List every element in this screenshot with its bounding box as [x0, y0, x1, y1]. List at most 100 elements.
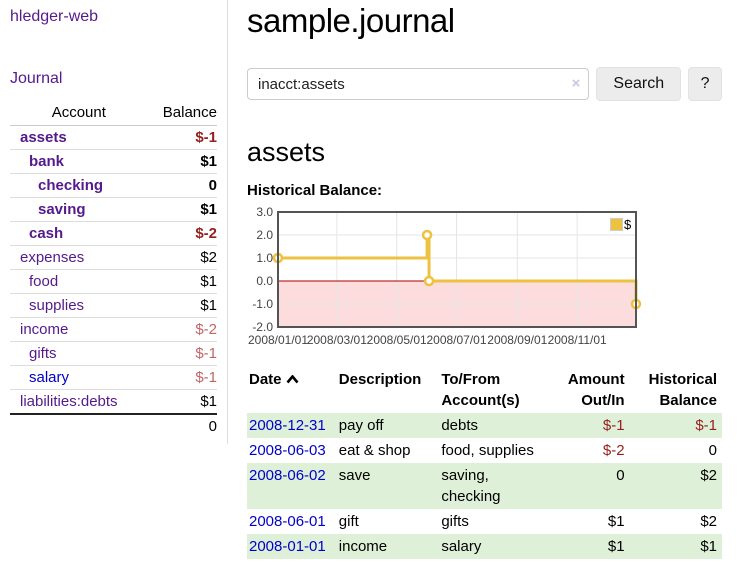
transaction-accounts: gifts [441, 513, 469, 530]
accounts-col-header: Account [10, 102, 148, 126]
y-axis-tick-label: 1.0 [256, 251, 273, 265]
transaction-accounts: debts [441, 417, 479, 434]
transaction-date-link[interactable]: 2008-06-03 [249, 442, 326, 459]
account-row: expenses $2 [10, 245, 217, 270]
account-link[interactable]: checking [38, 177, 104, 194]
transaction-date-link[interactable]: 2008-06-02 [249, 467, 326, 484]
clear-search-icon[interactable]: × [571, 75, 581, 92]
transaction-accounts: food, supplies [441, 442, 534, 459]
account-balance: $-2 [147, 221, 217, 246]
transaction-balance: $1 [700, 538, 717, 555]
account-link[interactable]: supplies [29, 297, 85, 314]
search-button[interactable]: Search [596, 67, 682, 101]
transaction-amount: $1 [607, 513, 625, 530]
account-row: cash $-2 [10, 221, 217, 246]
account-row: supplies $1 [10, 293, 217, 318]
y-axis-tick-label: -1.0 [252, 297, 273, 311]
account-balance: $-1 [147, 125, 217, 150]
account-row: checking 0 [10, 173, 217, 198]
transaction-date-link[interactable]: 2008-06-01 [249, 513, 326, 530]
data-point [421, 229, 433, 241]
account-link[interactable]: expenses [20, 249, 85, 266]
col-header-description: Description [338, 371, 422, 388]
transaction-description: gift [338, 513, 359, 530]
chart-canvas: 3.0 2.0 1.0 0.0 -1.0 -2.02008/01/012008/03/01… [248, 205, 642, 347]
x-axis-tick-label: 2008/07/01 [426, 333, 486, 347]
register-table: Date Description To/From Account(s) Amou… [247, 367, 722, 559]
data-point [423, 275, 435, 287]
x-axis-tick-label: 2008/05/01 [367, 333, 427, 347]
account-row: income $-2 [10, 317, 217, 342]
x-axis-tick-label: 2008/09/01 [487, 333, 547, 347]
nav-journal: Journal [10, 70, 217, 88]
account-balance: $1 [147, 269, 217, 294]
transaction-description: eat & shop [338, 442, 411, 459]
chart-border [277, 211, 637, 328]
help-button[interactable]: ? [688, 67, 722, 101]
brand-link[interactable]: hledger-web [10, 8, 99, 25]
total-balance: 0 [147, 413, 217, 438]
account-balance: $1 [147, 293, 217, 318]
transaction-amount: $1 [607, 538, 625, 555]
account-balance: 0 [147, 173, 217, 198]
account-balance: $2 [147, 245, 217, 270]
account-link[interactable]: salary [29, 369, 70, 386]
account-balance: $1 [147, 197, 217, 222]
chart-title: Historical Balance: [247, 182, 383, 199]
account-row: salary $-1 [10, 365, 217, 390]
y-axis-tick-label: -2.0 [252, 320, 273, 334]
col-header-accounts: To/From Account(s) [441, 371, 520, 409]
transaction-amount: $-1 [602, 417, 625, 434]
main-content: sample.journal × Search ? assets Histori… [228, 0, 722, 559]
legend-swatch [610, 218, 623, 231]
transaction-description: pay off [338, 417, 384, 434]
accounts-table: Account Balance assets $-1 bank $1 checking 0… [10, 102, 217, 438]
account-link[interactable]: bank [29, 153, 65, 170]
account-link[interactable]: food [29, 273, 59, 290]
account-balance: $-2 [147, 317, 217, 342]
col-header-balance: Historical Balance [648, 371, 717, 409]
transaction-accounts: saving, checking [441, 467, 501, 505]
chevron-up-icon [286, 369, 299, 390]
account-row: gifts $-1 [10, 341, 217, 366]
col-header-amount: Amount Out/In [567, 371, 625, 409]
transaction-balance: $2 [700, 467, 717, 484]
table-row: 2008-12-31 pay off debts $-1 $-1 [247, 413, 722, 438]
col-header-date[interactable]: Date [247, 367, 337, 413]
legend-label: $ [624, 217, 632, 232]
x-axis-tick-label: 2008/03/01 [307, 333, 367, 347]
account-link[interactable]: assets [20, 129, 67, 146]
table-row: 2008-01-01 income salary $1 $1 [247, 534, 722, 559]
x-axis-tick-label: 2008/11/01 [548, 333, 607, 347]
sidebar: hledger-web Journal Account Balance asse… [0, 0, 228, 444]
account-row: bank $1 [10, 149, 217, 174]
page-title: sample.journal [247, 2, 455, 39]
account-row: food $1 [10, 269, 217, 294]
search-input[interactable] [247, 68, 590, 100]
account-link[interactable]: saving [38, 201, 86, 218]
account-row: saving $1 [10, 197, 217, 222]
table-row: 2008-06-01 gift gifts $1 $2 [247, 509, 722, 534]
account-link[interactable]: gifts [29, 345, 57, 362]
chart-legend: $ [608, 216, 634, 233]
table-row: 2008-06-02 save saving, checking 0 $2 [247, 463, 722, 509]
transaction-date-link[interactable]: 2008-12-31 [249, 417, 326, 434]
journal-link[interactable]: Journal [10, 70, 63, 87]
account-balance: $-1 [147, 365, 217, 390]
x-axis-tick-label: 2008/01/01 [248, 333, 308, 347]
transaction-date-link[interactable]: 2008-01-01 [249, 538, 326, 555]
account-link[interactable]: income [20, 321, 69, 338]
total-row: 0 [10, 413, 217, 438]
transaction-balance: 0 [708, 442, 717, 459]
y-axis-tick-label: 3.0 [256, 205, 273, 219]
transaction-amount: 0 [616, 467, 625, 484]
account-row: assets $-1 [10, 125, 217, 150]
account-balance: $1 [147, 389, 217, 415]
account-link[interactable]: cash [29, 225, 64, 242]
account-heading: assets [247, 137, 326, 167]
account-balance: $1 [147, 149, 217, 174]
transaction-balance: $2 [700, 513, 717, 530]
account-link[interactable]: liabilities:debts [20, 393, 118, 410]
transaction-balance: $-1 [695, 417, 717, 434]
